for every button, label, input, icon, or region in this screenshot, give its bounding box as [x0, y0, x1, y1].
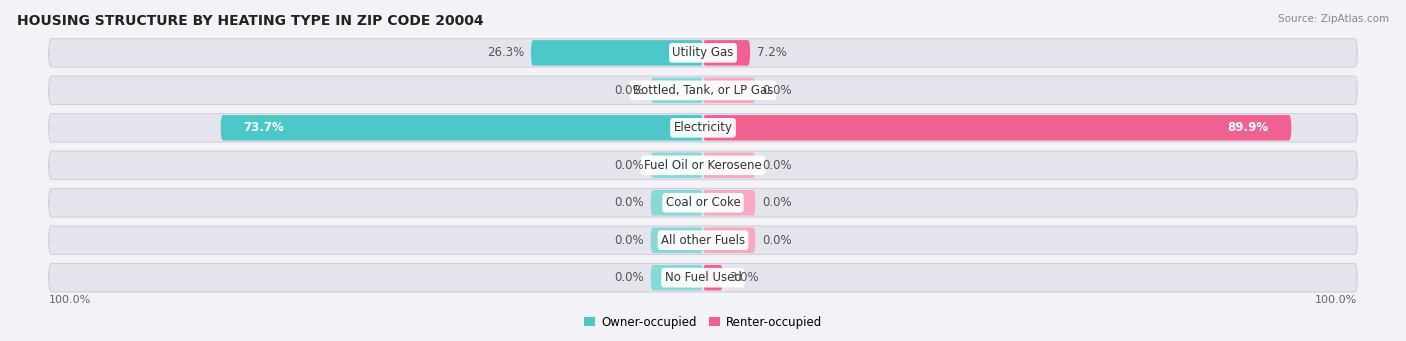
FancyBboxPatch shape — [651, 152, 703, 178]
Text: Electricity: Electricity — [673, 121, 733, 134]
Text: HOUSING STRUCTURE BY HEATING TYPE IN ZIP CODE 20004: HOUSING STRUCTURE BY HEATING TYPE IN ZIP… — [17, 14, 484, 28]
FancyBboxPatch shape — [49, 189, 1357, 217]
FancyBboxPatch shape — [703, 152, 755, 178]
FancyBboxPatch shape — [221, 115, 703, 140]
FancyBboxPatch shape — [651, 227, 703, 253]
FancyBboxPatch shape — [49, 76, 1357, 105]
Legend: Owner-occupied, Renter-occupied: Owner-occupied, Renter-occupied — [579, 311, 827, 333]
Text: 0.0%: 0.0% — [614, 271, 644, 284]
Text: Coal or Coke: Coal or Coke — [665, 196, 741, 209]
FancyBboxPatch shape — [531, 40, 703, 65]
Text: 0.0%: 0.0% — [762, 159, 792, 172]
FancyBboxPatch shape — [49, 264, 1357, 292]
Text: 26.3%: 26.3% — [486, 46, 524, 59]
Text: 100.0%: 100.0% — [1315, 295, 1357, 305]
FancyBboxPatch shape — [651, 190, 703, 216]
Text: 0.0%: 0.0% — [762, 196, 792, 209]
Text: 0.0%: 0.0% — [614, 84, 644, 97]
Text: Source: ZipAtlas.com: Source: ZipAtlas.com — [1278, 14, 1389, 24]
FancyBboxPatch shape — [49, 39, 1357, 67]
Text: 0.0%: 0.0% — [762, 234, 792, 247]
Text: 7.2%: 7.2% — [756, 46, 786, 59]
FancyBboxPatch shape — [703, 190, 755, 216]
Text: Fuel Oil or Kerosene: Fuel Oil or Kerosene — [644, 159, 762, 172]
Text: 100.0%: 100.0% — [49, 295, 91, 305]
Text: 89.9%: 89.9% — [1227, 121, 1268, 134]
FancyBboxPatch shape — [651, 265, 703, 291]
Text: 0.0%: 0.0% — [614, 196, 644, 209]
Text: 73.7%: 73.7% — [243, 121, 284, 134]
Text: No Fuel Used: No Fuel Used — [665, 271, 741, 284]
Text: Utility Gas: Utility Gas — [672, 46, 734, 59]
Text: 0.0%: 0.0% — [762, 84, 792, 97]
FancyBboxPatch shape — [49, 151, 1357, 179]
FancyBboxPatch shape — [703, 40, 751, 65]
Text: 3.0%: 3.0% — [730, 271, 759, 284]
Text: 0.0%: 0.0% — [614, 234, 644, 247]
FancyBboxPatch shape — [703, 265, 723, 291]
FancyBboxPatch shape — [703, 115, 1291, 140]
Text: All other Fuels: All other Fuels — [661, 234, 745, 247]
FancyBboxPatch shape — [651, 78, 703, 103]
FancyBboxPatch shape — [703, 227, 755, 253]
FancyBboxPatch shape — [703, 78, 755, 103]
Text: Bottled, Tank, or LP Gas: Bottled, Tank, or LP Gas — [633, 84, 773, 97]
FancyBboxPatch shape — [49, 226, 1357, 254]
FancyBboxPatch shape — [49, 114, 1357, 142]
Text: 0.0%: 0.0% — [614, 159, 644, 172]
